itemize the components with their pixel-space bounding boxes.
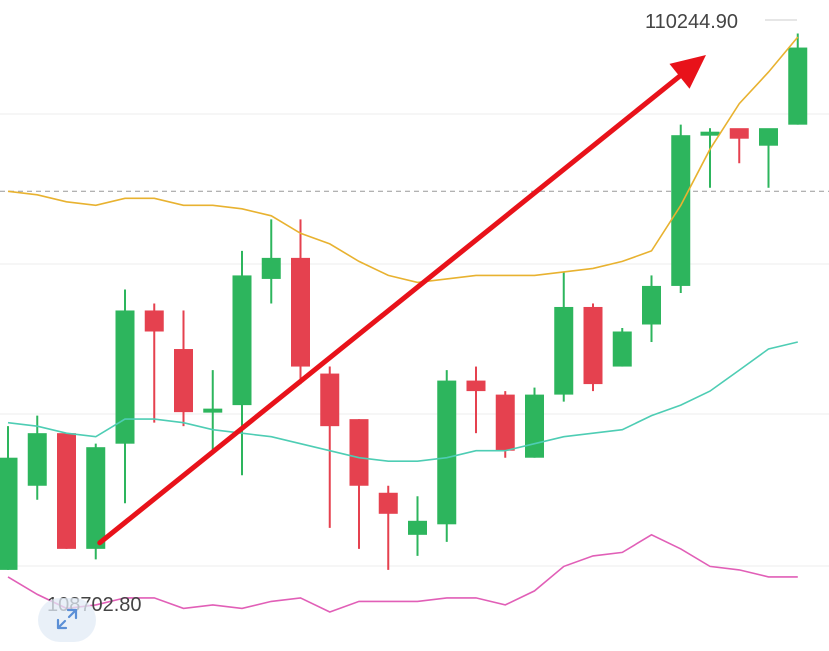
- candle-body: [261, 257, 281, 279]
- candle: [495, 391, 515, 458]
- candles: [0, 33, 808, 570]
- candle: [0, 426, 18, 570]
- candle-body: [554, 306, 574, 395]
- candle-body: [525, 394, 544, 458]
- candle: [115, 289, 135, 504]
- candle: [642, 275, 661, 343]
- ma-mid-line: [7, 341, 798, 462]
- candle-body: [788, 47, 808, 125]
- candle-body: [291, 257, 310, 367]
- candle: [291, 219, 310, 385]
- candle-body: [27, 433, 47, 486]
- candle-body: [232, 275, 252, 406]
- candle-body: [700, 131, 720, 136]
- expand-button[interactable]: [38, 598, 96, 642]
- candle: [700, 128, 720, 188]
- candle: [437, 370, 457, 542]
- candle: [232, 250, 252, 476]
- candle: [320, 366, 340, 528]
- candle: [466, 366, 486, 434]
- candle: [671, 124, 691, 293]
- candle-body: [378, 492, 398, 514]
- candle: [788, 33, 808, 125]
- candle-body: [437, 380, 457, 525]
- expand-icon: [56, 608, 78, 630]
- candle: [57, 433, 76, 549]
- candle-body: [642, 285, 661, 325]
- candle-body: [671, 135, 691, 286]
- candle-body: [320, 373, 340, 427]
- candle: [27, 415, 47, 500]
- candle: [612, 328, 632, 367]
- candle: [554, 271, 574, 402]
- candle-body: [495, 394, 515, 451]
- ma-slow-line: [7, 533, 798, 613]
- candle-body: [612, 331, 632, 367]
- candle: [349, 419, 369, 549]
- candle: [203, 370, 223, 455]
- candle-body: [174, 349, 193, 413]
- candle: [378, 485, 398, 570]
- candle-body: [466, 380, 486, 392]
- candle-body: [759, 128, 778, 146]
- trend-arrow-shaft: [97, 73, 683, 546]
- candle-body: [349, 419, 369, 486]
- ma-fast-line: [7, 36, 799, 284]
- candle-body: [57, 433, 76, 549]
- candle-body: [203, 408, 223, 413]
- candle: [583, 303, 603, 392]
- candle-body: [144, 310, 164, 332]
- candle: [729, 128, 749, 164]
- candle-body: [408, 520, 427, 535]
- grid-lines: [0, 113, 829, 567]
- candle-body: [115, 310, 135, 444]
- candle: [86, 443, 106, 560]
- candle: [174, 310, 193, 427]
- candle: [525, 387, 544, 458]
- candle: [408, 496, 427, 556]
- candle: [261, 219, 281, 304]
- candle-body: [583, 306, 603, 385]
- trend-arrow: [97, 55, 706, 546]
- candle: [759, 128, 778, 188]
- candle-body: [0, 457, 18, 570]
- candle-body: [729, 128, 749, 139]
- candle: [144, 303, 164, 423]
- candle-body: [86, 447, 106, 549]
- high-price-label: 110244.90: [645, 11, 738, 33]
- trend-arrow-head: [669, 55, 706, 89]
